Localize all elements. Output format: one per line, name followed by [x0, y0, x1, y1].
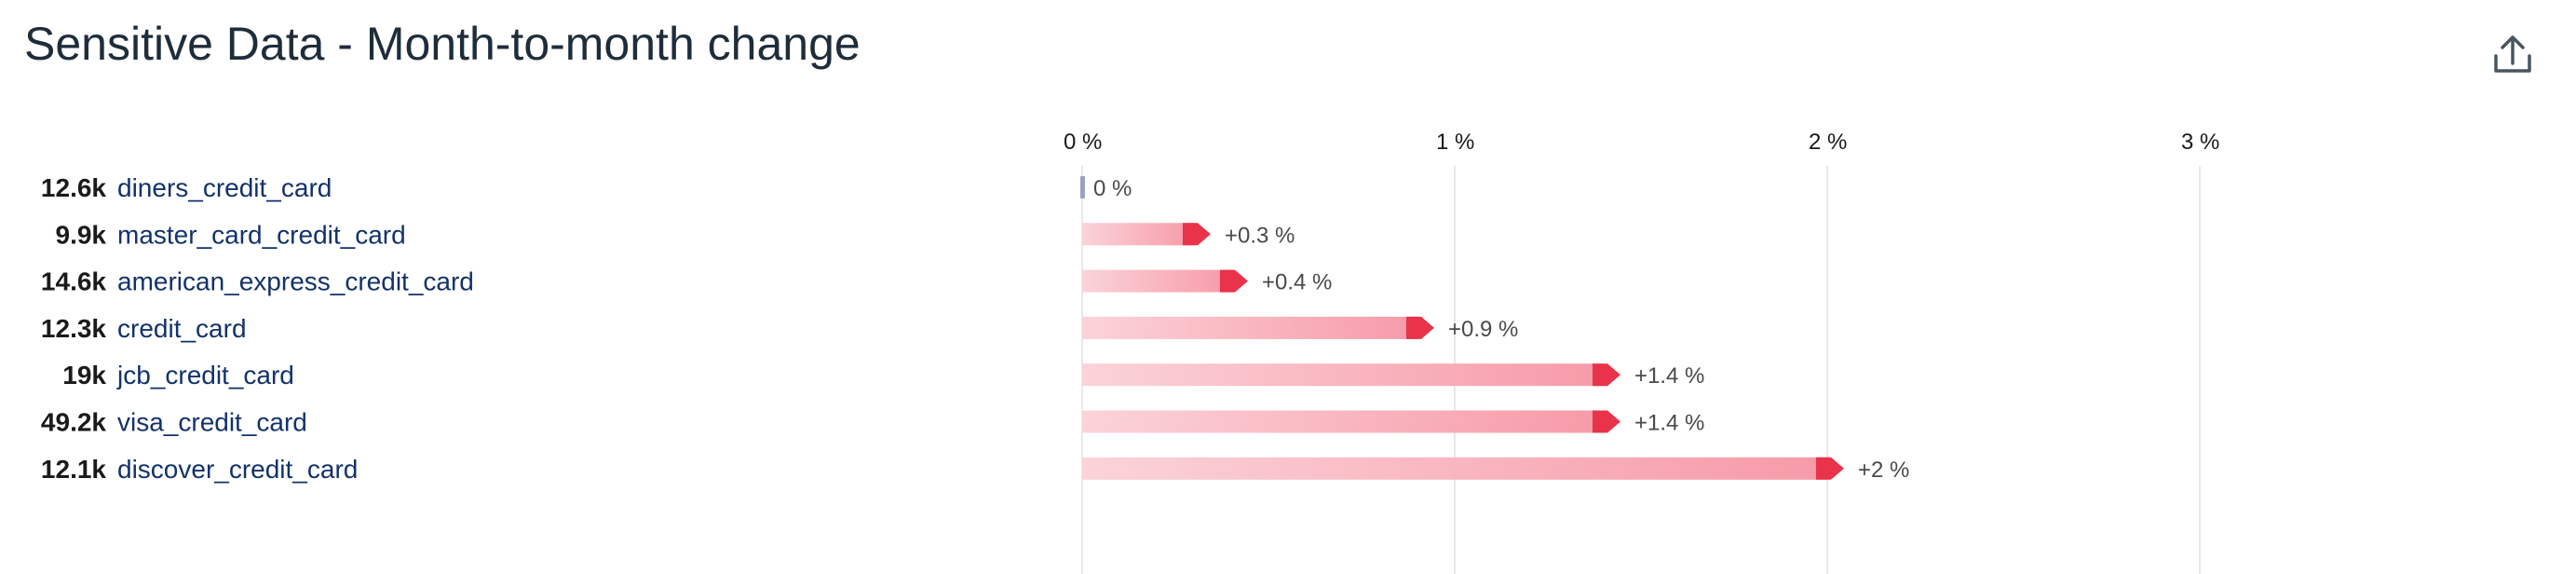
value-label: +0.9 %	[1448, 317, 1518, 342]
category-label: credit_card	[117, 314, 247, 343]
bar-tip-arrow	[1593, 410, 1620, 433]
x-tick-label: 3 %	[2181, 130, 2219, 155]
bar	[1082, 410, 1604, 433]
category-label: discover_credit_card	[117, 455, 358, 484]
export-button[interactable]	[2487, 28, 2539, 80]
value-label: 0 %	[1093, 176, 1132, 201]
row-count: 14.6k	[41, 267, 106, 296]
value-label: +0.3 %	[1225, 223, 1295, 248]
value-label: +1.4 %	[1634, 363, 1704, 389]
page-title: Sensitive Data - Month-to-month change	[24, 18, 861, 70]
x-tick-label: 1 %	[1436, 130, 1474, 155]
bar-tip-arrow	[1183, 223, 1211, 246]
category-label: visa_credit_card	[117, 408, 307, 437]
row-count: 12.1k	[41, 455, 106, 484]
row-count: 12.6k	[41, 173, 106, 202]
category-label: american_express_credit_card	[117, 267, 474, 296]
row-count: 12.3k	[41, 314, 106, 343]
bar-tip-arrow	[1593, 363, 1620, 387]
bar	[1082, 269, 1231, 293]
value-label: +0.4 %	[1262, 270, 1332, 295]
category-label: master_card_credit_card	[117, 220, 406, 249]
row-count: 9.9k	[56, 220, 107, 249]
bar	[1082, 316, 1417, 339]
bar-tip-arrow	[1220, 269, 1248, 293]
row-count: 49.2k	[41, 408, 106, 437]
category-label: jcb_credit_card	[116, 361, 294, 390]
bar	[1082, 363, 1604, 387]
x-tick-label: 2 %	[1809, 130, 1847, 155]
bar	[1082, 457, 1827, 480]
x-tick-label: 0 %	[1064, 130, 1102, 155]
bar-tip-arrow	[1406, 316, 1434, 339]
category-label: diners_credit_card	[117, 173, 332, 202]
bar-tip-arrow	[1816, 457, 1844, 480]
bar	[1082, 223, 1194, 246]
row-count: 19k	[62, 361, 106, 390]
value-label: +1.4 %	[1634, 411, 1704, 436]
export-upload-icon	[2494, 35, 2531, 73]
value-label: +2 %	[1858, 458, 1909, 483]
zero-marker	[1080, 176, 1085, 198]
